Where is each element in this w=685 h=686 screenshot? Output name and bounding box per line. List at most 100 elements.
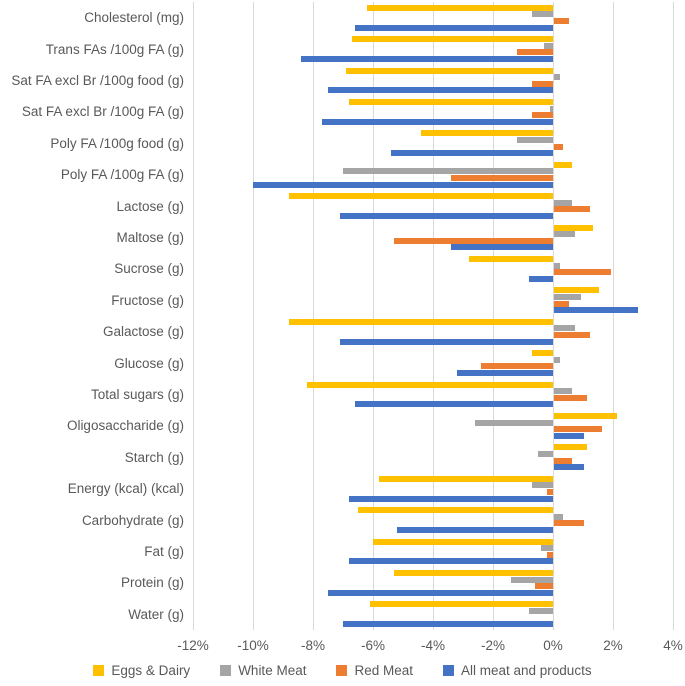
category-label: Fat (g) [144, 543, 184, 559]
bar-white-meat [529, 608, 553, 614]
bar-all-meat-and-products [301, 56, 553, 62]
bar-red-meat [481, 363, 553, 370]
bar-white-meat [517, 137, 553, 143]
bar-all-meat-and-products [328, 589, 553, 596]
bar-eggs-dairy [346, 67, 553, 74]
bar-red-meat [547, 489, 553, 495]
bar-white-meat [554, 262, 560, 269]
legend-label: Red Meat [354, 663, 413, 678]
gridline [313, 2, 314, 630]
legend-label: White Meat [238, 663, 307, 678]
bar-eggs-dairy [352, 36, 553, 43]
category-label: Energy (kcal) (kcal) [67, 481, 184, 497]
bar-all-meat-and-products [355, 24, 553, 31]
x-tick-label: -6% [360, 638, 385, 653]
bar-red-meat [554, 300, 569, 307]
bar-eggs-dairy [554, 224, 593, 231]
bar-all-meat-and-products [355, 401, 553, 408]
bar-eggs-dairy [554, 287, 599, 294]
bar-white-meat [554, 388, 572, 395]
white-meat-swatch-icon [220, 665, 232, 676]
bar-all-meat-and-products [322, 118, 553, 125]
x-tick-label: -10% [237, 638, 269, 653]
bar-eggs-dairy [307, 381, 553, 388]
gridline [673, 2, 674, 630]
category-label: Trans FAs /100g FA (g) [45, 41, 184, 57]
bar-all-meat-and-products [397, 527, 553, 533]
bar-red-meat [451, 175, 553, 181]
category-label: Sat FA excl Br /100g FA (g) [21, 104, 184, 120]
bar-white-meat [554, 231, 575, 238]
bar-all-meat-and-products [554, 464, 584, 471]
bar-white-meat [532, 482, 553, 489]
bar-eggs-dairy [554, 444, 587, 451]
bar-eggs-dairy [367, 4, 553, 11]
gridline [373, 2, 374, 630]
bar-eggs-dairy [469, 256, 553, 262]
bar-eggs-dairy [379, 475, 553, 482]
legend: Eggs & Dairy White Meat Red Meat All mea… [0, 663, 685, 678]
bar-eggs-dairy [421, 130, 553, 137]
x-tick-label: 4% [663, 638, 683, 653]
bar-eggs-dairy [289, 318, 553, 325]
bar-all-meat-and-products [349, 558, 553, 565]
x-tick-label: -2% [480, 638, 505, 653]
category-label: Sat FA excl Br /100g food (g) [11, 72, 184, 88]
gridline [253, 2, 254, 630]
gridline [613, 2, 614, 630]
bar-red-meat [554, 18, 569, 24]
bar-red-meat [532, 112, 553, 119]
category-label: Poly FA /100g food (g) [50, 135, 184, 151]
category-label: Cholesterol (mg) [84, 10, 184, 26]
legend-item-all-meat: All meat and products [443, 663, 592, 678]
bar-all-meat-and-products [253, 181, 553, 188]
category-label: Sucrose (g) [114, 261, 184, 277]
bar-eggs-dairy [370, 601, 553, 608]
bar-all-meat-and-products [340, 213, 553, 219]
category-label: Galactose (g) [102, 324, 184, 340]
bar-red-meat [554, 394, 587, 401]
bar-white-meat [554, 74, 560, 81]
bar-eggs-dairy [349, 99, 553, 105]
bar-red-meat [554, 520, 584, 527]
x-tick-label: 2% [603, 638, 623, 653]
bar-eggs-dairy [373, 538, 553, 545]
bar-eggs-dairy [554, 161, 572, 168]
gridline [433, 2, 434, 630]
bar-white-meat [550, 105, 553, 112]
bar-eggs-dairy [289, 193, 553, 200]
bar-all-meat-and-products [529, 275, 553, 282]
legend-label: All meat and products [461, 663, 592, 678]
x-tick-label: -8% [300, 638, 325, 653]
red-meat-swatch-icon [336, 665, 348, 676]
bar-white-meat [541, 545, 553, 552]
bar-all-meat-and-products [328, 87, 553, 94]
bar-all-meat-and-products [457, 370, 553, 376]
bar-red-meat [535, 583, 553, 590]
category-label: Oligosaccharide (g) [66, 418, 184, 434]
legend-item-white-meat: White Meat [220, 663, 306, 678]
category-label: Total sugars (g) [90, 386, 184, 402]
bar-white-meat [554, 199, 572, 206]
x-tick-label: -12% [177, 638, 209, 653]
category-label: Maltose (g) [116, 229, 184, 245]
bar-red-meat [532, 80, 553, 87]
bar-red-meat [394, 237, 553, 244]
bar-red-meat [554, 332, 590, 338]
x-tick-label: -4% [420, 638, 445, 653]
x-tick-label: 0% [543, 638, 563, 653]
bar-white-meat [554, 356, 560, 363]
bar-all-meat-and-products [554, 432, 584, 439]
bar-all-meat-and-products [554, 307, 638, 314]
bar-eggs-dairy [394, 570, 553, 576]
category-label: Protein (g) [120, 575, 184, 591]
bar-white-meat [544, 42, 553, 49]
bar-all-meat-and-products [343, 621, 553, 628]
legend-label: Eggs & Dairy [111, 663, 191, 678]
bar-white-meat [343, 168, 553, 175]
category-label: Lactose (g) [116, 198, 184, 214]
bar-all-meat-and-products [451, 244, 553, 251]
bar-red-meat [554, 269, 611, 276]
legend-item-red-meat: Red Meat [336, 663, 413, 678]
